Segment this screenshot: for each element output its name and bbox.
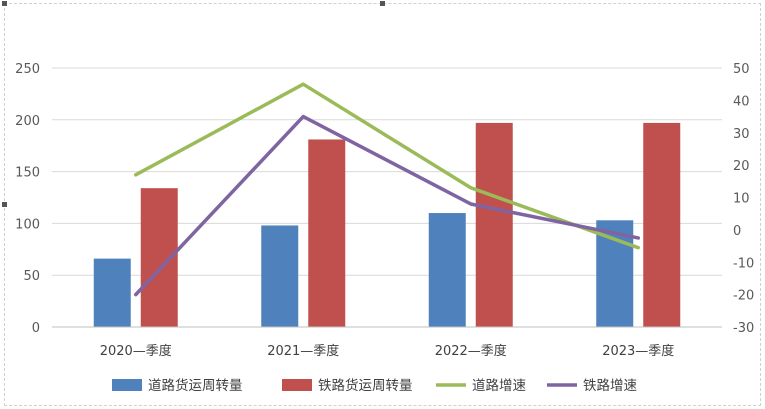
legend-swatch: [112, 379, 142, 391]
y-left-tick-label: 100: [15, 217, 40, 232]
y-left-tick-label: 200: [15, 114, 40, 129]
resize-handle-top-left[interactable]: [2, 1, 7, 6]
legend-label: 铁路货运周转量: [318, 377, 413, 394]
y-left-tick-label: 150: [15, 166, 40, 181]
y-right-tick-label: 50: [733, 62, 750, 77]
bar: [261, 225, 299, 327]
y-right-tick-label: 20: [733, 159, 750, 174]
bar: [93, 258, 131, 327]
y-axis-right: -30 -20 -10 0 10 20 30 40 50: [733, 62, 754, 336]
bar: [428, 213, 466, 327]
x-tick-label: 2022—季度: [435, 343, 507, 359]
legend-label: 道路增速: [472, 378, 526, 394]
y-axis-left: 0 50 100 150 200 250: [15, 62, 40, 336]
y-left-tick-label: 0: [32, 321, 40, 336]
y-left-tick-label: 250: [15, 62, 40, 77]
resize-handle-top-center[interactable]: [380, 1, 385, 6]
bar: [475, 122, 513, 328]
y-right-tick-label: 0: [733, 224, 741, 239]
y-right-tick-label: 10: [733, 192, 750, 207]
legend-label: 铁路增速: [583, 378, 637, 394]
y-right-tick-label: -30: [733, 321, 754, 336]
x-tick-label: 2021—季度: [267, 343, 339, 359]
x-tick-label: 2020—季度: [100, 343, 172, 359]
resize-handle-middle-left[interactable]: [2, 202, 7, 207]
legend-label: 道路货运周转量: [148, 377, 243, 394]
legend-swatch: [282, 379, 312, 391]
x-tick-label: 2023—季度: [602, 343, 674, 359]
y-right-tick-label: 40: [733, 94, 750, 109]
x-axis: 2020—季度 2021—季度 2022—季度 2023—季度: [52, 326, 722, 359]
bar: [643, 122, 681, 328]
y-right-tick-label: -20: [733, 289, 754, 304]
series-line: [134, 82, 640, 250]
series-line: [134, 114, 640, 297]
y-right-tick-label: -10: [733, 256, 754, 271]
bar-series: [93, 122, 681, 328]
bar: [308, 139, 346, 327]
y-left-tick-label: 50: [23, 269, 40, 284]
y-right-tick-label: 30: [733, 127, 750, 142]
legend: 道路货运周转量 铁路货运周转量 道路增速 铁路增速: [112, 377, 637, 394]
line-series: [134, 82, 640, 297]
